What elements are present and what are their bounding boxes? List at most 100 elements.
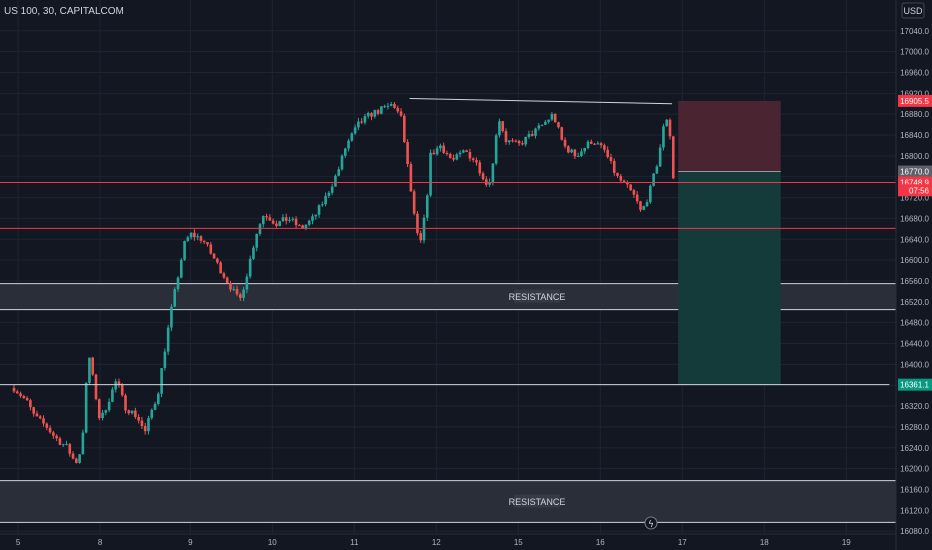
- candle-body: [370, 113, 373, 117]
- candle-body: [134, 411, 137, 417]
- candle-body: [39, 416, 42, 418]
- candle-body: [590, 142, 593, 144]
- candle-body: [62, 444, 65, 445]
- currency-button[interactable]: USD: [903, 6, 923, 16]
- candle-body: [534, 129, 537, 136]
- candle-body: [478, 162, 481, 173]
- candle-body: [229, 283, 232, 290]
- candle-body: [511, 140, 514, 141]
- candle-body: [452, 158, 455, 160]
- y-tick-label: 16200.0: [900, 465, 929, 474]
- candle-body: [521, 143, 524, 144]
- candle-body: [396, 108, 399, 111]
- candle-body: [656, 166, 659, 173]
- candle-body: [292, 219, 295, 220]
- y-tick-label: 16960.0: [900, 68, 929, 77]
- y-tick-label: 16120.0: [900, 506, 929, 515]
- candle-body: [659, 148, 662, 167]
- candle-body: [226, 278, 229, 283]
- candle-body: [144, 426, 147, 431]
- candle-body: [288, 220, 291, 221]
- candle-body: [150, 410, 153, 418]
- candle-body: [544, 122, 547, 125]
- y-tick-label: 16440.0: [900, 340, 929, 349]
- short-position-tool[interactable]: [678, 101, 781, 385]
- candle-body: [213, 254, 216, 259]
- candle-body: [337, 169, 340, 175]
- y-tick-label: 16080.0: [900, 527, 929, 536]
- price-axis[interactable]: 17040.0 17000.0 16960.0 16920.0 16880.0 16840…: [896, 0, 932, 550]
- candle-body: [400, 111, 403, 115]
- candle-body: [321, 204, 324, 205]
- y-tick-label: 16800.0: [900, 152, 929, 161]
- candle-body: [75, 459, 78, 463]
- candle-body: [547, 120, 550, 122]
- candle-body: [13, 388, 16, 392]
- candle-body: [364, 116, 367, 122]
- candle-body: [610, 157, 613, 161]
- candle-body: [278, 221, 281, 226]
- take-profit-box[interactable]: [678, 172, 781, 385]
- candle-body: [574, 150, 577, 157]
- candle-body: [508, 140, 511, 142]
- candle-body: [210, 244, 213, 253]
- candle-body: [597, 143, 600, 144]
- candle-body: [147, 418, 150, 431]
- candle-body: [42, 418, 45, 423]
- candle-body: [173, 289, 176, 307]
- candle-body: [393, 104, 396, 108]
- candle-body: [324, 196, 327, 204]
- candle-body: [551, 114, 554, 120]
- candle-body: [124, 395, 127, 410]
- candle-body: [19, 393, 22, 396]
- candle-body: [603, 145, 606, 150]
- candle-body: [456, 154, 459, 159]
- candle-body: [206, 242, 209, 244]
- candle-body: [505, 131, 508, 142]
- candle-body: [528, 134, 531, 137]
- candle-body: [49, 428, 52, 432]
- candle-body: [613, 161, 616, 173]
- candle-body: [98, 399, 101, 418]
- candle-body: [639, 201, 642, 210]
- candle-body: [108, 402, 111, 410]
- candle-body: [183, 241, 186, 260]
- candle-body: [91, 358, 94, 375]
- candle-body: [23, 396, 26, 398]
- x-tick-label: 18: [760, 538, 769, 547]
- symbol-title[interactable]: US 100, 30, CAPITALCOM: [4, 6, 124, 17]
- candle-body: [36, 414, 39, 417]
- stop-loss-box[interactable]: [678, 101, 781, 172]
- candle-body: [46, 424, 49, 428]
- x-tick-label: 8: [98, 538, 103, 547]
- candle-body: [232, 289, 235, 290]
- candle-body: [160, 368, 163, 394]
- candle-body: [72, 454, 75, 459]
- y-tick-label: 16680.0: [900, 214, 929, 223]
- y-tick-label: 16880.0: [900, 110, 929, 119]
- candle-body: [341, 156, 344, 170]
- x-tick-label: 11: [350, 538, 359, 547]
- candle-body: [252, 248, 255, 259]
- candle-body: [492, 164, 495, 183]
- candle-body: [154, 404, 157, 410]
- candle-body: [82, 433, 85, 455]
- candle-body: [367, 113, 370, 116]
- candle-body: [475, 160, 478, 162]
- y-tick-label: 16520.0: [900, 298, 929, 307]
- candle-body: [114, 381, 117, 389]
- candle-body: [593, 144, 596, 145]
- candle-body: [498, 121, 501, 135]
- candle-body: [541, 125, 544, 126]
- candle-body: [482, 173, 485, 179]
- candle-body: [531, 134, 534, 136]
- candle-body: [193, 233, 196, 237]
- candle-body: [216, 259, 219, 263]
- candle-body: [351, 133, 354, 140]
- time-axis[interactable]: 5 8 9 10 11 12 15 16 17 18 19: [0, 534, 932, 550]
- candle-body: [633, 190, 636, 194]
- candle-body: [426, 195, 429, 217]
- candle-body: [219, 262, 222, 273]
